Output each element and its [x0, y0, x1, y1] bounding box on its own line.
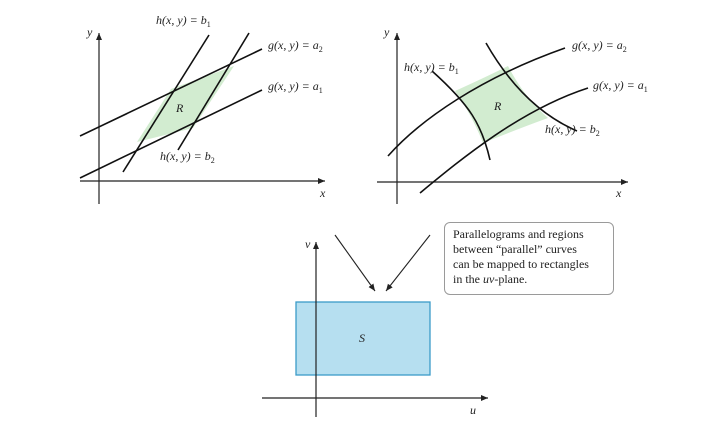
callout-note: Parallelograms and regions between “para… — [444, 222, 614, 295]
callout-line-3: can be mapped to rectangles — [453, 257, 589, 271]
curve-g-a1 — [419, 87, 589, 194]
curve-h-b1 — [122, 34, 210, 173]
region-label: S — [359, 331, 365, 345]
curve-h-b1 — [431, 70, 491, 161]
panel-bottom: v u S — [262, 234, 488, 417]
x-axis-label: x — [615, 186, 622, 200]
region-label: R — [175, 101, 184, 115]
label-g-a1: g(x, y) = a1 — [268, 79, 323, 95]
label-g-a2: g(x, y) = a2 — [268, 38, 323, 54]
mapping-arrow-right — [385, 234, 431, 292]
callout-line-2: between “parallel” curves — [453, 242, 577, 256]
label-h-b1: h(x, y) = b1 — [404, 60, 459, 76]
label-h-b1: h(x, y) = b1 — [156, 13, 211, 29]
curve-g-a2 — [387, 47, 566, 157]
callout-line-1: Parallelograms and regions — [453, 227, 584, 241]
label-h-b2: h(x, y) = b2 — [160, 149, 215, 165]
uv-variable: uv — [483, 272, 495, 286]
curve-h-b2 — [485, 42, 578, 132]
region-s-rectangle — [295, 301, 431, 376]
curve-g-a1 — [79, 89, 263, 179]
label-g-a1: g(x, y) = a1 — [593, 78, 648, 94]
label-g-a2: g(x, y) = a2 — [572, 38, 627, 54]
y-axis-label: y — [383, 25, 390, 39]
region-r-curvilinear — [455, 66, 548, 143]
callout-line-4: in the uv-plane. — [453, 272, 528, 286]
panel-left: y x R h(x, y) = b1 g(x, y) = a2 g(x, y) … — [79, 13, 326, 204]
region-label: R — [493, 99, 502, 113]
x-axis-label: x — [319, 186, 326, 200]
region-r-parallelogram — [137, 66, 234, 142]
u-axis-label: u — [470, 403, 476, 417]
panel-right: y x R h(x, y) = b1 g(x, y) = a2 g(x, y) … — [377, 25, 648, 204]
label-h-b2: h(x, y) = b2 — [545, 122, 600, 138]
curve-h-b2 — [177, 32, 250, 151]
curve-g-a2 — [79, 48, 263, 137]
mapping-arrow-left — [334, 234, 376, 292]
v-axis-label: v — [305, 237, 311, 251]
y-axis-label: y — [86, 25, 93, 39]
